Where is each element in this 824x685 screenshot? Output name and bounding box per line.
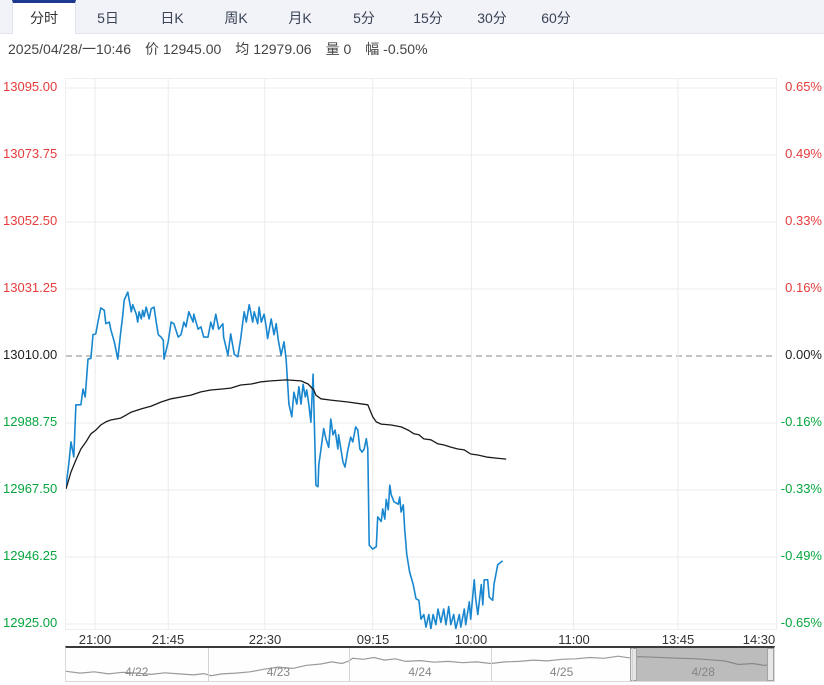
navigator-date-label[interactable]: 4/25 — [549, 665, 574, 679]
price-chart-svg — [66, 79, 776, 629]
change-value: -0.50% — [383, 41, 428, 57]
navigator-date-label[interactable]: 4/22 — [125, 665, 149, 679]
navigator-date-label[interactable]: 4/28 — [691, 665, 715, 679]
tab-5[interactable]: 月K — [288, 10, 312, 26]
avg-value: 12979.06 — [253, 41, 312, 57]
navigator-sparkline-svg — [66, 655, 774, 677]
tab-1[interactable]: 分时 — [12, 0, 76, 34]
tab-2[interactable]: 5日 — [97, 10, 119, 26]
tab-6[interactable]: 5分 — [353, 10, 375, 26]
price-axis-label: 12925.00 — [3, 615, 58, 630]
navigator-date-label[interactable]: 4/23 — [266, 665, 291, 679]
average-line — [66, 379, 507, 490]
percent-axis-label: -0.65% — [780, 615, 822, 630]
percent-axis-label: 0.49% — [785, 146, 822, 161]
percent-axis-label: -0.49% — [780, 548, 822, 563]
navigator-selection-window[interactable] — [630, 648, 774, 681]
navigator-date-label[interactable]: 4/24 — [408, 665, 432, 679]
date-navigator[interactable]: 4/22 4/23 4/24 4/25 4/28 — [65, 646, 775, 682]
datetime-label: 2025/04/28/一10:46 — [8, 41, 131, 57]
time-axis-label: 13:45 — [661, 632, 695, 647]
price-axis-label: 13010.00 — [3, 347, 58, 362]
time-axis-label: 21:00 — [78, 632, 112, 647]
change-readout: 幅 -0.50% — [365, 41, 428, 57]
price-value: 12945.00 — [162, 41, 222, 57]
chart-area: 21:00 21:45 22:30 09:15 10:00 11:00 13:45 14:30… — [0, 62, 824, 647]
navigator-day-divider — [349, 648, 351, 681]
price-axis-label: 12988.75 — [3, 414, 58, 429]
price-axis-label: 13031.25 — [3, 280, 58, 295]
percent-axis-label: 0.16% — [785, 280, 822, 295]
price-axis-label: 12967.50 — [3, 481, 58, 496]
time-axis-label: 10:00 — [454, 632, 488, 647]
price-line — [66, 291, 504, 629]
navigator-right-handle-icon[interactable] — [766, 648, 774, 681]
tab-3[interactable]: 日K — [160, 10, 184, 26]
price-readout: 价 12945.00 — [145, 41, 222, 57]
percent-axis-label: -0.33% — [780, 481, 822, 496]
time-axis-label: 21:45 — [151, 632, 185, 647]
price-axis-label: 13052.50 — [3, 213, 58, 228]
price-axis-label: 12946.25 — [3, 548, 58, 563]
percent-axis-label: 0.00% — [785, 347, 822, 362]
time-axis-label: 14:30 — [742, 632, 776, 647]
navigator-day-divider — [207, 648, 209, 681]
volume-value: 0 — [343, 41, 352, 57]
percent-axis-label: 0.33% — [785, 213, 822, 228]
time-axis-label: 09:15 — [356, 632, 390, 647]
navigator-day-divider — [632, 648, 634, 681]
avg-readout: 均 12979.06 — [235, 41, 312, 57]
navigator-left-handle-icon[interactable] — [630, 648, 638, 681]
info-bar: 2025/04/28/一10:46 价 12945.00 均 12979.06 … — [0, 36, 442, 62]
time-axis-label: 11:00 — [558, 632, 590, 647]
navigator-sparkline — [66, 655, 774, 677]
price-axis-label: 13095.00 — [3, 79, 58, 94]
volume-readout: 量 0 — [325, 41, 352, 57]
percent-axis-label: 0.65% — [785, 79, 822, 94]
time-axis-label: 22:30 — [248, 632, 282, 647]
percent-axis-label: -0.16% — [780, 414, 822, 429]
navigator-day-divider — [490, 648, 492, 681]
tab-9[interactable]: 60分 — [541, 10, 571, 26]
price-axis-label: 13073.75 — [3, 146, 58, 161]
tab-4[interactable]: 周K — [224, 10, 248, 26]
plot-canvas[interactable]: 21:00 21:45 22:30 09:15 10:00 11:00 13:45 14:30 — [65, 78, 777, 647]
tab-bar: 分时 5日 日K 周K 月K 5分 15分 30分 60分 — [0, 0, 824, 34]
tab-7[interactable]: 15分 — [413, 10, 443, 26]
tab-8[interactable]: 30分 — [477, 10, 507, 26]
